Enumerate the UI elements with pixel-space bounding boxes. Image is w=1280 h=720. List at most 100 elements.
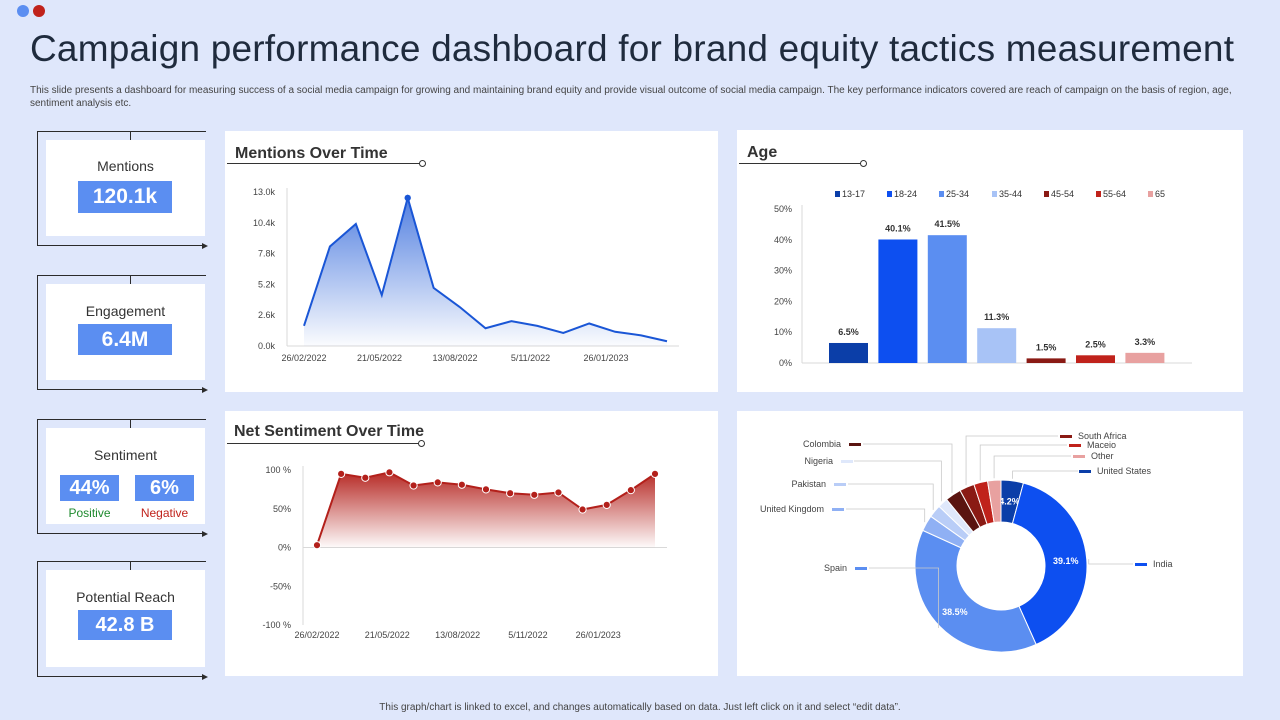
kpi-engagement-value: 6.4M xyxy=(78,324,172,355)
age-bar xyxy=(878,239,918,363)
age-y-tick: 50% xyxy=(774,204,792,214)
kpi-reach-value: 42.8 B xyxy=(78,610,172,640)
page-title: Campaign performance dashboard for brand… xyxy=(30,28,1235,69)
region-label: United States xyxy=(1097,466,1152,476)
kpi-frame-mentions xyxy=(37,131,208,249)
region-slice xyxy=(1011,482,1088,646)
kpi-sentiment-positive-label: Positive xyxy=(68,506,111,520)
sentiment-panel: Net Sentiment Over Time 100 % 50% 0% -50% -1… xyxy=(225,411,718,676)
region-leader-line xyxy=(965,435,1058,486)
kpi-frame-sentiment xyxy=(37,419,208,537)
sentiment-point xyxy=(578,505,587,514)
footer-note: This graph/chart is linked to excel, and… xyxy=(379,702,901,713)
decor-dot-blue xyxy=(17,5,29,17)
region-slice-value: 39.1% xyxy=(1053,556,1079,566)
age-legend-label: 13-17 xyxy=(842,189,865,199)
region-label: Colombia xyxy=(803,439,841,449)
age-legend-label: 35-44 xyxy=(999,189,1022,199)
region-leader-line xyxy=(993,455,1071,479)
age-bar xyxy=(927,235,967,363)
age-legend-label: 45-54 xyxy=(1051,189,1074,199)
mentions-x-tick: 5/11/2022 xyxy=(511,353,550,363)
sentiment-x-tick: 26/01/2023 xyxy=(576,630,621,640)
sentiment-point xyxy=(650,469,660,478)
mentions-y-tick: 5.2k xyxy=(258,279,276,289)
mentions-chart-title: Mentions Over Time xyxy=(235,145,388,162)
mentions-x-tick: 26/01/2023 xyxy=(583,353,628,363)
region-leader-line xyxy=(1088,559,1133,565)
region-label: Maceio xyxy=(1087,440,1116,450)
sentiment-y-tick: -50% xyxy=(270,581,291,591)
region-legend-swatch xyxy=(1060,435,1072,438)
mentions-area xyxy=(304,197,667,346)
age-y-tick: 10% xyxy=(774,327,792,337)
age-legend-swatch xyxy=(1148,191,1153,197)
mentions-x-tick: 13/08/2022 xyxy=(432,353,477,363)
mentions-y-tick: 10.4k xyxy=(253,218,276,228)
kpi-card-engagement: Engagement 6.4M xyxy=(46,284,205,380)
region-label: Nigeria xyxy=(804,456,833,466)
mentions-y-tick: 2.6k xyxy=(258,310,276,320)
sentiment-y-tick: 100 % xyxy=(265,465,291,475)
sentiment-y-tick: 0% xyxy=(278,543,291,553)
region-legend-swatch xyxy=(834,483,846,486)
region-slice xyxy=(986,479,1002,524)
sentiment-area xyxy=(317,472,655,548)
mentions-x-tick: 26/02/2022 xyxy=(281,353,326,363)
age-legend-label: 25-34 xyxy=(946,189,969,199)
region-label: United Kingdom xyxy=(760,504,824,514)
age-bar-label: 40.1% xyxy=(885,223,911,233)
kpi-card-mentions: Mentions 120.1k xyxy=(46,140,205,236)
kpi-card-reach: Potential Reach 42.8 B xyxy=(46,570,205,667)
age-legend-swatch xyxy=(939,191,944,197)
region-leader-line xyxy=(869,567,939,629)
age-legend-label: 65 xyxy=(1155,189,1165,199)
region-chart: 4.2% United States 39.1% India 38.5% Spain Uni… xyxy=(760,431,1173,653)
region-leader-line xyxy=(979,444,1067,481)
age-legend-swatch xyxy=(1096,191,1101,197)
region-label: Spain xyxy=(824,563,847,573)
region-leader-line xyxy=(1012,470,1078,479)
age-bar xyxy=(977,328,1017,363)
region-legend-swatch xyxy=(1079,470,1091,473)
sentiment-chart-title: Net Sentiment Over Time xyxy=(234,423,424,440)
sentiment-x-tick: 26/02/2022 xyxy=(294,630,339,640)
age-bar xyxy=(1125,352,1165,363)
sentiment-point xyxy=(530,490,539,499)
region-label: Other xyxy=(1091,451,1114,461)
sentiment-point xyxy=(626,486,635,495)
kpi-mentions-value: 120.1k xyxy=(78,181,172,213)
age-bar-label: 41.5% xyxy=(935,219,961,229)
age-bar xyxy=(1026,358,1066,363)
region-slice-value: 4.2% xyxy=(999,497,1020,507)
region-label: India xyxy=(1153,559,1173,569)
region-legend-swatch xyxy=(1069,444,1081,447)
mentions-chart: 0.0k 2.6k 5.2k 7.8k 10.4k 13.0k 26/02/2022 21/0… xyxy=(253,187,679,363)
kpi-engagement-label: Engagement xyxy=(85,303,166,319)
region-slice xyxy=(914,529,1037,653)
decor-dot-red xyxy=(33,5,45,17)
age-y-tick: 40% xyxy=(774,235,792,245)
region-leader-line xyxy=(854,460,942,502)
age-legend-swatch xyxy=(1044,191,1049,197)
kpi-frame-reach xyxy=(37,561,208,680)
sentiment-x-tick: 13/08/2022 xyxy=(435,630,480,640)
sentiment-point xyxy=(337,469,346,478)
region-legend-swatch xyxy=(1073,455,1085,458)
sentiment-point xyxy=(457,480,466,489)
sentiment-x-tick: 21/05/2022 xyxy=(365,630,410,640)
age-legend-label: 55-64 xyxy=(1103,189,1126,199)
mentions-y-tick: 7.8k xyxy=(258,249,276,259)
age-bar-label: 1.5% xyxy=(1036,342,1057,352)
age-y-tick: 30% xyxy=(774,266,792,276)
sentiment-point xyxy=(506,489,515,498)
region-slice-value: 38.5% xyxy=(942,607,968,617)
mentions-y-tick: 0.0k xyxy=(258,341,276,351)
age-bar xyxy=(1076,355,1115,363)
age-legend-swatch xyxy=(835,191,840,197)
age-bar-label: 3.3% xyxy=(1135,337,1156,347)
age-y-tick: 20% xyxy=(774,296,792,306)
sentiment-point xyxy=(409,481,418,490)
mentions-y-tick: 13.0k xyxy=(253,187,276,197)
kpi-sentiment-negative-label: Negative xyxy=(140,506,189,520)
